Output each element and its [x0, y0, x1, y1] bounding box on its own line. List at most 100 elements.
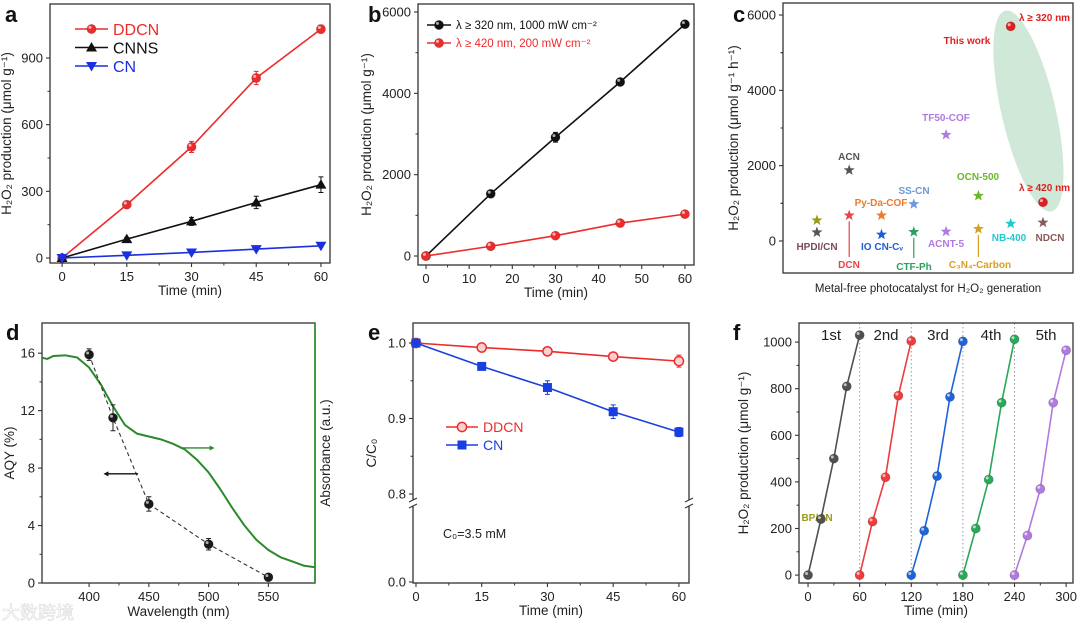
y-tick-label: 1.0: [388, 336, 406, 351]
legend-marker: [86, 42, 97, 52]
legend-marker: [434, 38, 444, 48]
data-point-highlight: [681, 21, 685, 25]
this-work-label: λ ≥ 420 nm: [1019, 183, 1070, 194]
star-marker: [843, 209, 855, 221]
plot-frame: [782, 2, 1074, 274]
data-point: [867, 516, 878, 527]
y-tick-label: 16: [21, 346, 35, 361]
data-point-highlight: [830, 455, 834, 459]
y-axis-label: H₂O₂ production (μmol g⁻¹): [0, 52, 14, 215]
star-marker: [843, 164, 855, 175]
y-tick-label: 8: [28, 461, 35, 476]
star-marker: [972, 189, 984, 201]
catalyst-point: ACNT-5: [928, 225, 964, 250]
series-ddcn: [410, 337, 685, 368]
data-point-highlight: [959, 571, 963, 575]
data-point-highlight: [882, 474, 886, 478]
data-point: [983, 474, 994, 485]
legend-marker: [86, 62, 97, 72]
catalyst-point: CTF-Ph: [896, 226, 932, 273]
aqy-point-highlight: [265, 574, 269, 578]
data-point-highlight: [998, 399, 1002, 403]
data-point-highlight: [188, 143, 192, 147]
data-point: [893, 390, 904, 401]
aqy-point: [84, 349, 94, 360]
panel-b: b 0 10 20 30 40 50 60 0 2000 4000 6000 Time (min) H₂O…: [359, 2, 695, 300]
panel-c: c 0 2000 4000 6000 Metal-free photocatalyst f…: [726, 2, 1074, 524]
data-point: [841, 381, 852, 392]
x-axis-label: Metal-free photocatalyst for H₂O₂ genera…: [815, 283, 1041, 295]
legend-label: CN: [113, 59, 136, 76]
data-point-highlight: [487, 190, 491, 194]
x-tick-label: 60: [672, 589, 686, 604]
legend-marker: [434, 20, 444, 30]
y-tick-label: 400: [770, 474, 792, 489]
catalyst-label: ACN: [838, 152, 860, 163]
data-point: [315, 179, 327, 189]
panel-letter: f: [733, 320, 741, 345]
concentration-annotation: C₀=3.5 mM: [443, 527, 506, 541]
panel-letter: c: [733, 2, 745, 27]
data-point: [250, 245, 262, 255]
series-cn: [56, 241, 327, 264]
series-line: [1013, 350, 1067, 576]
legend-label: DDCN: [113, 22, 159, 39]
data-point: [996, 397, 1007, 408]
catalyst-label: IO CN-Cᵥ: [861, 242, 903, 253]
data-point: [615, 77, 626, 87]
legend-marker-highlight: [88, 25, 92, 29]
data-point-highlight: [946, 393, 950, 397]
data-point: [854, 330, 865, 341]
star-marker: [908, 226, 920, 237]
y-axis-label: C/C₀: [364, 439, 379, 468]
panel-letter: e: [368, 320, 380, 345]
x-tick-label: 60: [852, 589, 866, 604]
y-tick-label: 0: [28, 576, 35, 591]
series--320-nm-1000-mw-cm-: [421, 19, 690, 261]
data-point-highlight: [856, 332, 860, 336]
y-tick-label: 0.8: [388, 487, 406, 502]
catalyst-label: C₃N₄-Carbon: [949, 260, 1011, 271]
data-point: [607, 351, 619, 362]
data-point-highlight: [487, 243, 491, 247]
data-point: [615, 218, 626, 228]
legend-entry: DDCN: [75, 22, 159, 39]
y-tick-label: 6000: [747, 8, 776, 23]
data-point: [121, 233, 133, 244]
y2-axis-label: Absorbance (a.u.): [318, 399, 333, 506]
data-point: [608, 407, 618, 417]
aqy-dashed-line: [88, 354, 269, 578]
series-3rd: [906, 336, 968, 580]
series-cn: [411, 338, 684, 438]
y-axis-label: H₂O₂ production (μmol g⁻¹ h⁻¹): [726, 45, 741, 231]
data-point: [680, 209, 690, 220]
data-point: [485, 188, 496, 199]
data-point-highlight: [617, 78, 621, 82]
data-point: [674, 427, 684, 437]
data-point-highlight: [422, 252, 426, 256]
y-tick-label: 800: [770, 381, 792, 396]
data-point-highlight: [681, 211, 685, 215]
data-point: [542, 383, 552, 393]
aqy-point: [203, 539, 214, 550]
catalyst-point: OCN-500: [957, 172, 1000, 201]
data-point: [1009, 570, 1020, 580]
data-point-highlight: [1063, 347, 1067, 351]
y-axis-label: H₂O₂ production (μmol g⁻¹): [736, 372, 751, 535]
y-tick-label: 0: [36, 251, 43, 266]
data-point-highlight: [1037, 485, 1041, 489]
catalyst-label: HPDI/CN: [796, 242, 837, 253]
data-point: [121, 251, 133, 261]
x-tick-label: 10: [462, 271, 476, 286]
star-marker: [811, 214, 823, 225]
legend-marker-highlight: [436, 39, 439, 43]
aqy-point: [143, 499, 154, 509]
absorbance-curve: [41, 354, 316, 569]
data-point-highlight: [1050, 399, 1054, 403]
plot-frame: [798, 322, 1074, 584]
data-point: [411, 338, 421, 348]
star-marker: [875, 209, 888, 221]
legend-label: λ ≥ 420 nm, 200 mW cm⁻²: [456, 38, 591, 50]
data-point: [1022, 530, 1033, 541]
sphere-marker: [1005, 21, 1016, 32]
